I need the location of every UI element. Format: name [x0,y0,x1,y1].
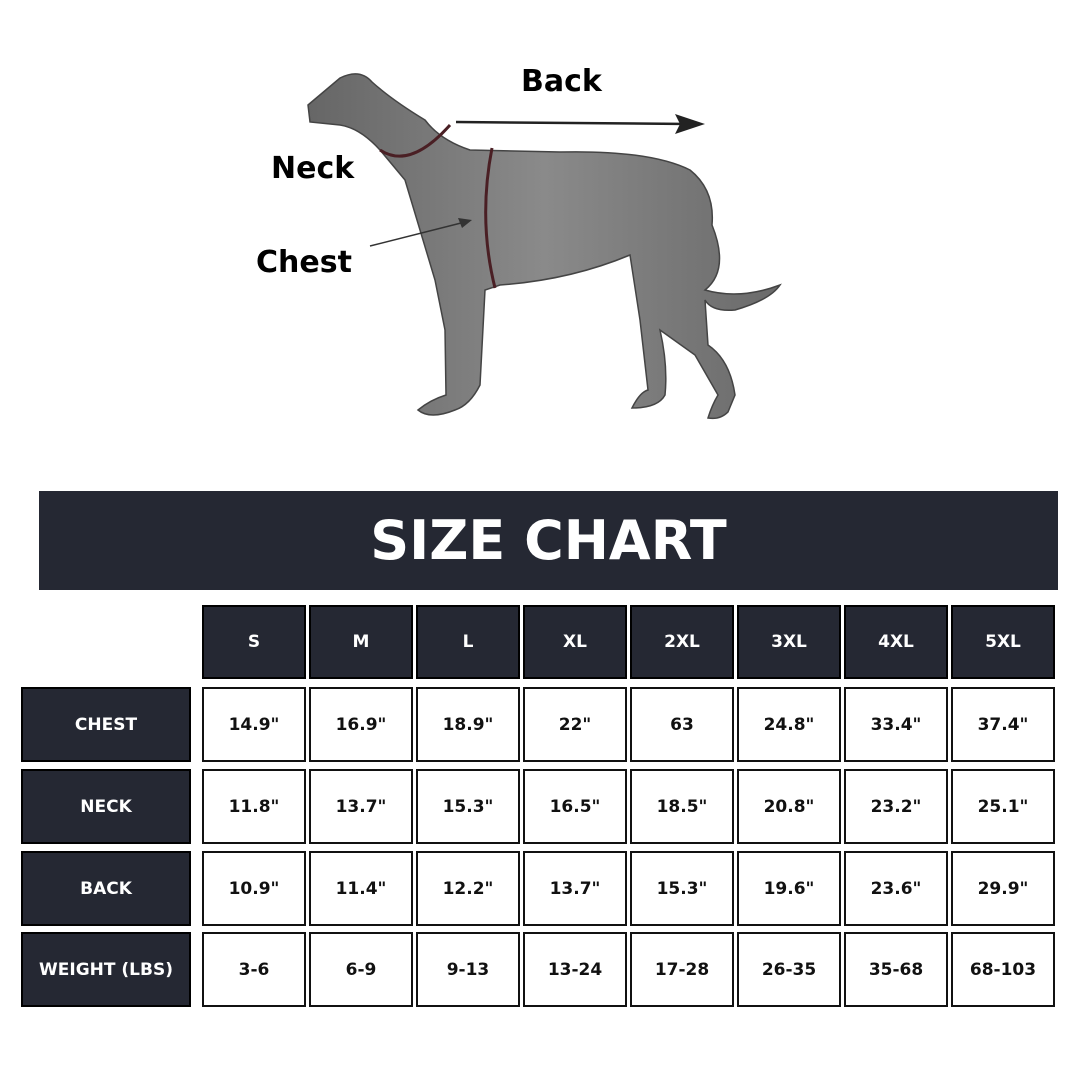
table-cell: 25.1" [951,769,1055,844]
table-cell: 18.5" [630,769,734,844]
back-label: Back [521,64,602,99]
table-cell: 13-24 [523,932,627,1007]
table-cell: 23.6" [844,851,948,926]
table-cell: 68-103 [951,932,1055,1007]
table-cell: 19.6" [737,851,841,926]
column-header-5xl: 5XL [951,605,1055,679]
dog-silhouette [307,73,782,420]
neck-label: Neck [271,151,355,186]
table-cell: 12.2" [416,851,520,926]
table-cell: 11.8" [202,769,306,844]
table-cell: 13.7" [309,769,413,844]
table-cell: 16.5" [523,769,627,844]
table-cell: 6-9 [309,932,413,1007]
table-cell: 15.3" [416,769,520,844]
table-cell: 15.3" [630,851,734,926]
table-cell: 17-28 [630,932,734,1007]
column-header-xl: XL [523,605,627,679]
table-cell: 11.4" [309,851,413,926]
table-cell: 20.8" [737,769,841,844]
table-cell: 9-13 [416,932,520,1007]
row-label-chest: CHEST [21,687,191,762]
column-header-4xl: 4XL [844,605,948,679]
column-header-2xl: 2XL [630,605,734,679]
table-cell: 14.9" [202,687,306,762]
column-header-l: L [416,605,520,679]
chest-arrow [369,221,466,247]
size-chart-title: SIZE CHART [39,491,1058,590]
row-label-weight-lbs: WEIGHT (LBS) [21,932,191,1007]
table-cell: 29.9" [951,851,1055,926]
table-cell: 18.9" [416,687,520,762]
back-arrow-head [675,114,705,134]
table-cell: 10.9" [202,851,306,926]
row-label-neck: NECK [21,769,191,844]
table-cell: 22" [523,687,627,762]
table-cell: 3-6 [202,932,306,1007]
table-cell: 16.9" [309,687,413,762]
table-cell: 35-68 [844,932,948,1007]
table-cell: 23.2" [844,769,948,844]
dog-measurement-illustration [307,73,782,420]
chest-label: Chest [256,245,352,280]
table-cell: 26-35 [737,932,841,1007]
column-header-3xl: 3XL [737,605,841,679]
neck-measure-line [379,124,452,158]
column-header-s: S [202,605,306,679]
table-cell: 63 [630,687,734,762]
chest-arrow-head [458,218,472,228]
table-cell: 24.8" [737,687,841,762]
table-cell: 37.4" [951,687,1055,762]
back-arrow [455,120,691,126]
column-header-m: M [309,605,413,679]
table-cell: 33.4" [844,687,948,762]
chest-measure-line [484,147,497,289]
table-cell: 13.7" [523,851,627,926]
row-label-back: BACK [21,851,191,926]
